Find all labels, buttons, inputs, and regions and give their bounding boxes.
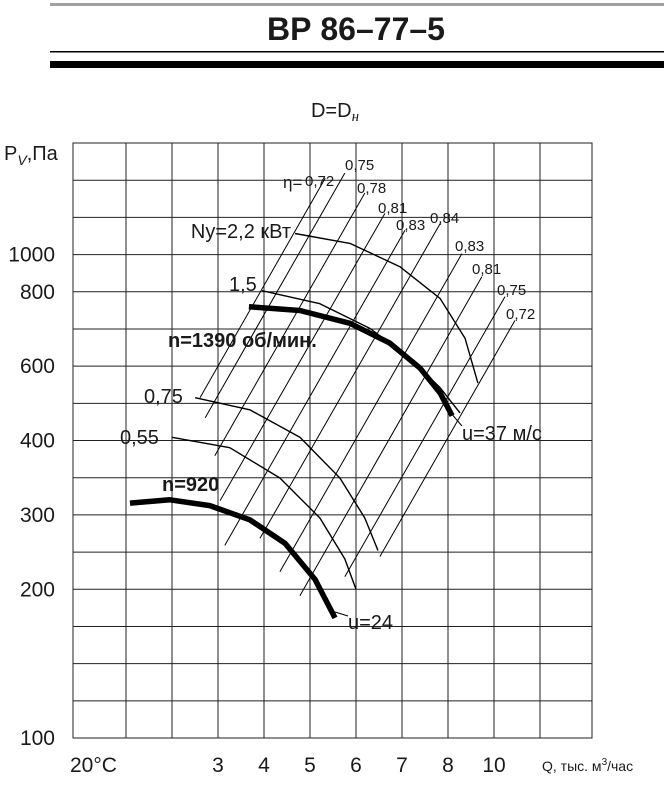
efficiency-label: 0,81 bbox=[378, 200, 407, 217]
y-label-symbol: P bbox=[4, 143, 17, 165]
y-axis-label: PV,Па bbox=[4, 143, 59, 168]
eta-symbol: η= bbox=[283, 173, 302, 192]
efficiency-label: 0,83 bbox=[455, 238, 484, 255]
power-label: 1,5 bbox=[229, 274, 257, 296]
efficiency-label: 0,72 bbox=[506, 306, 535, 323]
y-tick-label: 200 bbox=[20, 578, 55, 601]
efficiency-label: 0,75 bbox=[497, 282, 526, 299]
x-axis-label: Q, тыс. м3/час bbox=[542, 757, 633, 774]
efficiency-line bbox=[379, 320, 516, 557]
y-label-unit: ,Па bbox=[27, 143, 59, 165]
power-label: 0,55 bbox=[120, 427, 159, 449]
efficiency-label: 0,83 bbox=[396, 217, 425, 234]
x-tick-label: 3 bbox=[212, 754, 224, 777]
speed-label: n=1390 об/мин. bbox=[168, 330, 317, 352]
efficiency-line bbox=[344, 296, 506, 578]
x-tick-label: 6 bbox=[350, 754, 362, 777]
efficiency-line bbox=[214, 192, 366, 457]
subtitle-subscript: н bbox=[352, 109, 359, 125]
y-tick-label: 300 bbox=[20, 504, 55, 527]
top-rule bbox=[50, 3, 664, 6]
speed-label: n=920 bbox=[162, 474, 219, 496]
efficiency-line bbox=[299, 276, 483, 597]
efficiency-line bbox=[199, 177, 326, 398]
x-label-unit: /час bbox=[607, 758, 633, 774]
x-tick-label: 7 bbox=[396, 754, 408, 777]
efficiency-line bbox=[279, 253, 463, 573]
efficiency-line bbox=[224, 230, 406, 546]
y-label-subscript: V bbox=[17, 152, 28, 168]
efficiency-label: 0,78 bbox=[357, 180, 386, 197]
x-tick-label: 5 bbox=[304, 754, 316, 777]
x-label-main: Q, тыс. м bbox=[542, 758, 602, 774]
efficiency-label: 0,84 bbox=[430, 210, 459, 227]
x-tick-label: 10 bbox=[482, 754, 505, 777]
speed-curve bbox=[129, 497, 338, 620]
power-label: 0,75 bbox=[144, 386, 183, 408]
subtitle: D=Dн bbox=[311, 100, 359, 125]
rule bbox=[50, 51, 664, 53]
y-tick-label: 400 bbox=[20, 430, 55, 453]
efficiency-line bbox=[219, 213, 386, 501]
y-tick-label: 800 bbox=[20, 281, 55, 304]
leader-line bbox=[334, 611, 349, 617]
speed-curve bbox=[248, 303, 455, 417]
temperature-label: 20°C bbox=[70, 754, 117, 777]
power-label: Ny=2,2 кВт bbox=[191, 221, 291, 243]
plot-frame bbox=[72, 142, 593, 739]
power-curve bbox=[294, 232, 479, 384]
efficiency-label: 0,72 bbox=[305, 173, 334, 190]
power-curve bbox=[194, 397, 379, 551]
y-tick-label: 100 bbox=[20, 727, 55, 750]
x-label-superscript: 3 bbox=[602, 757, 608, 768]
x-tick-label: 8 bbox=[442, 754, 454, 777]
efficiency-line bbox=[204, 172, 346, 418]
u-label: u=37 м/с bbox=[462, 423, 542, 445]
y-tick-label: 1000 bbox=[8, 244, 55, 267]
efficiency-label: 0,81 bbox=[472, 261, 501, 278]
title: ВР 86–77–5 bbox=[267, 11, 445, 47]
efficiency-label: 0,75 bbox=[345, 157, 374, 174]
leader-line bbox=[449, 411, 463, 427]
efficiency-line bbox=[259, 223, 441, 539]
subtitle-main: D=D bbox=[311, 100, 352, 122]
u-label: u=24 bbox=[348, 612, 393, 634]
y-tick-label: 600 bbox=[20, 355, 55, 378]
thick-rule bbox=[50, 61, 664, 68]
x-tick-label: 4 bbox=[258, 754, 270, 777]
power-curve bbox=[171, 436, 357, 590]
